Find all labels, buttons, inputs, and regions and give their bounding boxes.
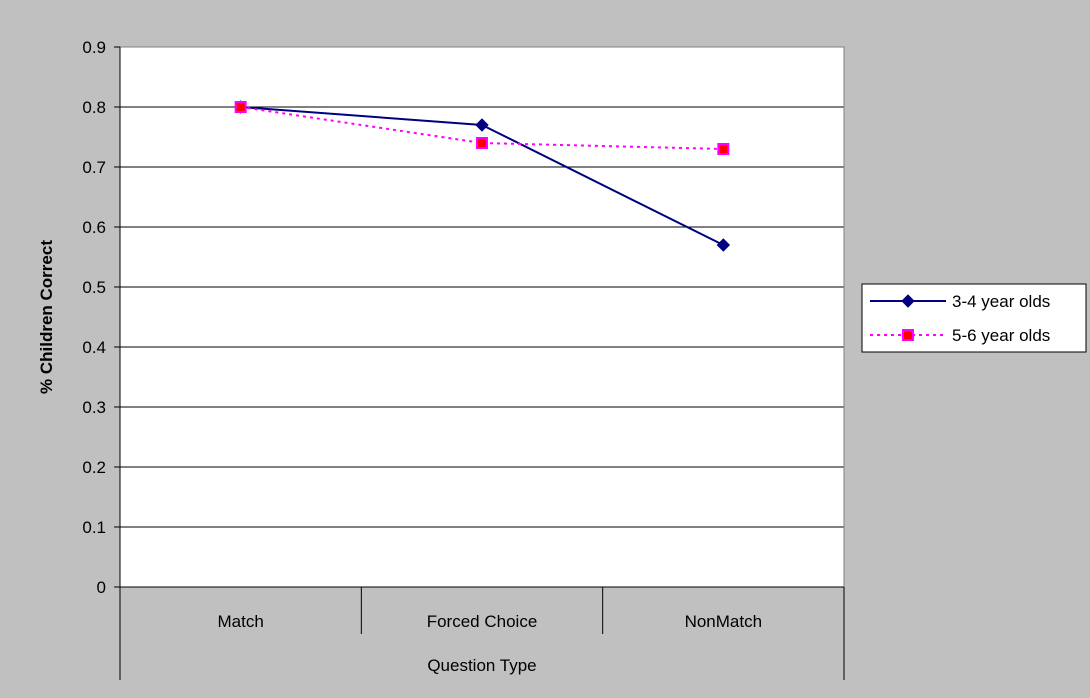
x-category-label: NonMatch: [685, 612, 762, 631]
x-axis-title: Question Type: [427, 656, 536, 675]
series-1: [234, 101, 730, 155]
y-axis-title: % Children Correct: [37, 240, 56, 394]
x-category-labels: Match Forced Choice NonMatch: [218, 612, 763, 631]
legend-box: [861, 283, 1087, 353]
legend: 3-4 year olds 5-6 year olds: [861, 283, 1087, 353]
legend-label: 5-6 year olds: [952, 326, 1050, 345]
series-group: [233, 100, 731, 252]
y-tick-label: 0.1: [82, 518, 106, 537]
y-tick-label: 0.4: [82, 338, 106, 357]
data-point: [716, 238, 731, 252]
legend-marker-1: [902, 329, 914, 341]
legend-label: 3-4 year olds: [952, 292, 1050, 311]
data-point: [476, 137, 488, 149]
x-category-label: Forced Choice: [427, 612, 538, 631]
y-tick-labels: 0 0.1 0.2 0.3 0.4 0.5 0.6 0.7 0.8 0.9: [82, 38, 106, 597]
legend-marker-0: [901, 294, 915, 308]
y-tick-label: 0.6: [82, 218, 106, 237]
y-tick-label: 0.9: [82, 38, 106, 57]
axes: [114, 46, 845, 680]
x-category-label: Match: [218, 612, 264, 631]
data-point: [475, 118, 489, 132]
y-tick-label: 0.3: [82, 398, 106, 417]
y-tick-label: 0.7: [82, 158, 106, 177]
y-tick-label: 0.8: [82, 98, 106, 117]
y-tick-label: 0: [97, 578, 106, 597]
data-point: [234, 101, 247, 113]
data-point: [717, 143, 730, 155]
y-tick-label: 0.2: [82, 458, 106, 477]
y-tick-label: 0.5: [82, 278, 106, 297]
